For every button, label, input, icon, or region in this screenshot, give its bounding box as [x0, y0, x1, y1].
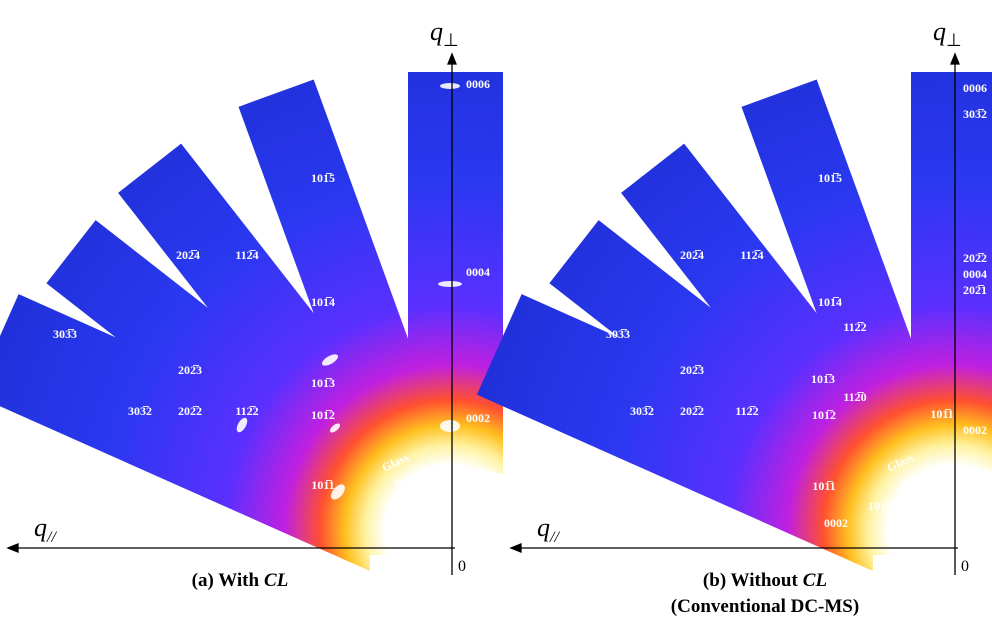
reflection-label: 303̅3 — [606, 327, 630, 341]
reflection-label: 202̅3 — [680, 363, 704, 377]
axis-y-label: q⊥ — [430, 17, 459, 50]
reflection-label: 112̅4 — [235, 248, 258, 262]
axes — [6, 52, 960, 575]
origin-label: 0 — [961, 558, 969, 575]
reflection-label: 0002 — [466, 411, 490, 425]
reflection-label: 0002 — [824, 516, 848, 530]
reflection-label: 0006 — [466, 77, 490, 91]
caption-line2: (Conventional DC-MS) — [671, 596, 859, 617]
reflection-label: 202̅2 — [178, 404, 202, 418]
reflection-label: 101̅1 — [311, 478, 334, 492]
reflection-label: 101̅1 — [812, 479, 835, 493]
reflection-label: 112̅0 — [843, 390, 866, 404]
reflection-label: 303̅2 — [128, 404, 152, 418]
reflection-label: 101̅3 — [311, 376, 335, 390]
reflection-label: 101̅2 — [311, 408, 335, 422]
reflection-label: 303̅2 — [963, 107, 987, 121]
reflection-label: 101̅5 — [311, 171, 335, 185]
axis-x-label: q// — [537, 513, 560, 546]
reflection-label: 202̅4 — [680, 248, 704, 262]
reflection-label: 112̅2 — [843, 320, 866, 334]
reflection-label: 303̅2 — [630, 404, 654, 418]
axis-y-label: q⊥ — [933, 17, 962, 50]
reflection-label: 101̅4 — [311, 295, 335, 309]
reflection-label: 202̅2 — [963, 251, 987, 265]
reflection-label: 202̅2 — [680, 404, 704, 418]
caption: (a) With CL — [192, 570, 289, 591]
reflection-label: 0004 — [963, 267, 987, 281]
reflection-label: 0002 — [963, 423, 987, 437]
reflection-label: 101̅2 — [812, 408, 836, 422]
spots — [236, 83, 462, 500]
origin-label: 0 — [458, 558, 466, 575]
axis-x-label: q// — [34, 513, 57, 546]
reflection-label: 112̅2 — [735, 404, 758, 418]
reflection-label: 101̅0 — [868, 499, 892, 513]
reflection-label: 202̅1 — [963, 283, 987, 297]
diffraction-fan-a — [0, 72, 548, 610]
reflection-label: 112̅2 — [235, 404, 258, 418]
reflection-label: 112̅4 — [740, 248, 763, 262]
reflection-label: 303̅3 — [53, 327, 77, 341]
reflection-label: 101̅5 — [818, 171, 842, 185]
reflection-label: 0006 — [963, 81, 987, 95]
reflection-label: 101̅3 — [811, 372, 835, 386]
reflection-label: 202̅4 — [176, 248, 200, 262]
reflection-label: 202̅3 — [178, 363, 202, 377]
reflection-label: 0004 — [466, 265, 490, 279]
reflection-label: 101̅4 — [818, 295, 842, 309]
reflection-label: 101̅1 — [930, 407, 953, 421]
caption: (b) Without CL — [703, 570, 827, 591]
